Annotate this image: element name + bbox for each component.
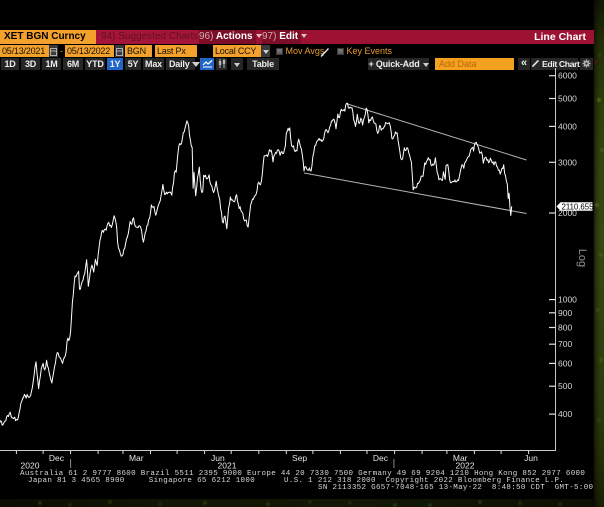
svg-text:6000: 6000: [558, 71, 577, 81]
svg-text:Jun: Jun: [524, 453, 538, 463]
svg-text:2021: 2021: [218, 461, 237, 471]
svg-text:900: 900: [558, 308, 572, 318]
svg-text:800: 800: [558, 323, 572, 333]
svg-text:500: 500: [558, 381, 572, 391]
svg-text:400: 400: [558, 409, 572, 419]
svg-text:Mar: Mar: [453, 453, 468, 463]
svg-text:Dec: Dec: [49, 453, 65, 463]
svg-text:Log: Log: [576, 249, 588, 267]
svg-text:3000: 3000: [558, 157, 577, 167]
svg-text:2110.655: 2110.655: [562, 203, 595, 212]
svg-text:700: 700: [558, 339, 572, 349]
svg-text:2000: 2000: [558, 208, 577, 218]
svg-text:600: 600: [558, 358, 572, 368]
svg-text:Mar: Mar: [129, 453, 144, 463]
svg-text:1000: 1000: [558, 295, 577, 305]
svg-text:4000: 4000: [558, 121, 577, 131]
svg-text:Jun: Jun: [211, 453, 225, 463]
svg-text:5000: 5000: [558, 94, 577, 104]
svg-text:Dec: Dec: [373, 453, 389, 463]
svg-text:2022: 2022: [456, 461, 475, 471]
svg-text:Sep: Sep: [292, 453, 307, 463]
svg-text:2020: 2020: [21, 461, 40, 471]
